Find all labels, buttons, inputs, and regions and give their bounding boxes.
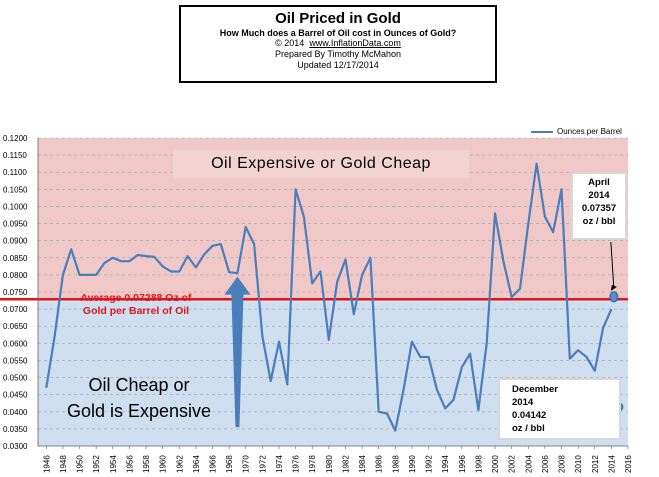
- x-tick-label: 1982: [341, 455, 350, 473]
- x-tick-label: 1994: [441, 455, 450, 473]
- chart-subtitle: How Much does a Barrel of Oil cost in Ou…: [219, 28, 457, 38]
- average-label-line2: Gold per Barrel of Oil: [82, 305, 190, 317]
- x-tick-label: 1958: [142, 455, 151, 473]
- y-tick-label: 0.1100: [3, 168, 27, 177]
- callout-april-2014: April 2014 0.07357 oz / bbl: [571, 172, 627, 240]
- callout-december-2014: December 2014 0.04142 oz / bbl: [498, 378, 621, 440]
- y-tick-label: 0.0550: [3, 356, 28, 365]
- y-tick-label: 0.0700: [3, 305, 28, 314]
- chart-title-box: Oil Priced in Gold How Much does a Barre…: [179, 5, 497, 83]
- callout-dec-line: oz / bbl: [512, 423, 545, 434]
- x-tick-label: 1992: [425, 455, 434, 473]
- x-tick-label: 2006: [541, 455, 550, 473]
- band-label-cheap-line1: Oil Cheap or: [88, 375, 190, 395]
- copyright-line: © 2014 www.InflationData.com: [181, 38, 495, 49]
- y-tick-label: 0.0850: [3, 254, 28, 263]
- band-label-cheap: Oil Cheap or Gold is Expensive: [44, 372, 234, 424]
- legend-swatch: [531, 130, 553, 133]
- april-pointer-head: [610, 284, 617, 291]
- y-tick-label: 0.1150: [3, 151, 27, 160]
- y-tick-label: 0.0900: [3, 237, 28, 246]
- x-tick-label: 1962: [175, 455, 184, 473]
- x-tick-label: 1960: [159, 455, 168, 473]
- source-url[interactable]: www.InflationData.com: [309, 38, 401, 48]
- x-tick-label: 1964: [192, 455, 201, 473]
- x-tick-label: 1946: [42, 455, 51, 473]
- prepared-by: Prepared By Timothy McMahon: [274, 49, 402, 59]
- y-tick-label: 0.0300: [3, 442, 28, 451]
- band-label-cheap-line2: Gold is Expensive: [66, 401, 212, 421]
- updated-date: Updated 12/17/2014: [297, 60, 379, 70]
- y-tick-label: 0.0650: [3, 322, 28, 331]
- x-tick-label: 1972: [258, 455, 267, 473]
- chart-legend: Ounces per Barrel: [531, 127, 622, 136]
- callout-dec-line: 0.04142: [512, 410, 547, 421]
- callout-april-line: 0.07357: [581, 203, 617, 214]
- x-tick-label: 1952: [92, 455, 101, 473]
- band-label-expensive: Oil Expensive or Gold Cheap: [173, 150, 469, 178]
- callout-dec-line: December: [512, 384, 558, 395]
- x-tick-label: 2002: [508, 455, 517, 473]
- callout-april-line: April: [588, 177, 610, 188]
- x-tick-label: 1954: [109, 455, 118, 473]
- y-tick-label: 0.0450: [3, 391, 28, 400]
- x-tick-label: 1968: [225, 455, 234, 473]
- y-tick-label: 0.0500: [3, 374, 28, 383]
- average-label-line1: Average 0.07288 Oz of: [80, 292, 192, 304]
- legend-label: Ounces per Barrel: [557, 127, 622, 136]
- marker-point: [609, 291, 619, 303]
- x-tick-label: 1998: [474, 455, 483, 473]
- y-tick-label: 0.0950: [3, 220, 28, 229]
- x-tick-label: 1970: [242, 455, 251, 473]
- x-tick-label: 1980: [325, 455, 334, 473]
- x-tick-label: 1956: [125, 455, 134, 473]
- x-tick-label: 1988: [391, 455, 400, 473]
- callout-dec-line: 2014: [512, 397, 534, 408]
- x-tick-label: 1948: [59, 455, 68, 473]
- x-tick-label: 1990: [408, 455, 417, 473]
- x-tick-label: 2004: [524, 455, 533, 473]
- chart-title: Oil Priced in Gold: [275, 10, 401, 27]
- x-tick-label: 2016: [624, 455, 633, 473]
- x-tick-label: 2010: [574, 455, 583, 473]
- x-tick-label: 1950: [76, 455, 85, 473]
- x-tick-label: 2000: [491, 455, 500, 473]
- x-tick-label: 1976: [292, 455, 301, 473]
- x-tick-label: 1974: [275, 455, 284, 473]
- y-tick-label: 0.0600: [3, 339, 28, 348]
- y-tick-label: 0.0400: [3, 408, 28, 417]
- x-tick-label: 2014: [607, 455, 616, 473]
- x-tick-label: 2008: [558, 455, 567, 473]
- april-pointer-line: [610, 241, 615, 289]
- x-tick-label: 1984: [358, 455, 367, 473]
- callout-april-line: oz / bbl: [582, 216, 616, 227]
- y-tick-label: 0.1050: [3, 185, 28, 194]
- copyright-text: © 2014: [275, 38, 305, 48]
- x-tick-label: 1996: [458, 455, 467, 473]
- x-tick-label: 1966: [209, 455, 218, 473]
- y-tick-label: 0.0350: [3, 425, 28, 434]
- y-tick-label: 0.0800: [3, 271, 28, 280]
- average-label: Average 0.07288 Oz of Gold per Barrel of…: [52, 292, 220, 318]
- x-tick-label: 1986: [375, 455, 384, 473]
- y-tick-label: 0.0750: [3, 288, 28, 297]
- x-tick-label: 2012: [591, 455, 600, 473]
- series-line-ounces-per-barrel: [45, 162, 613, 432]
- y-tick-label: 0.1000: [3, 202, 28, 211]
- callout-april-line: 2014: [588, 190, 610, 201]
- y-tick-label: 0.1200: [3, 134, 28, 143]
- trend-arrow: [224, 276, 251, 428]
- x-tick-label: 1978: [308, 455, 317, 473]
